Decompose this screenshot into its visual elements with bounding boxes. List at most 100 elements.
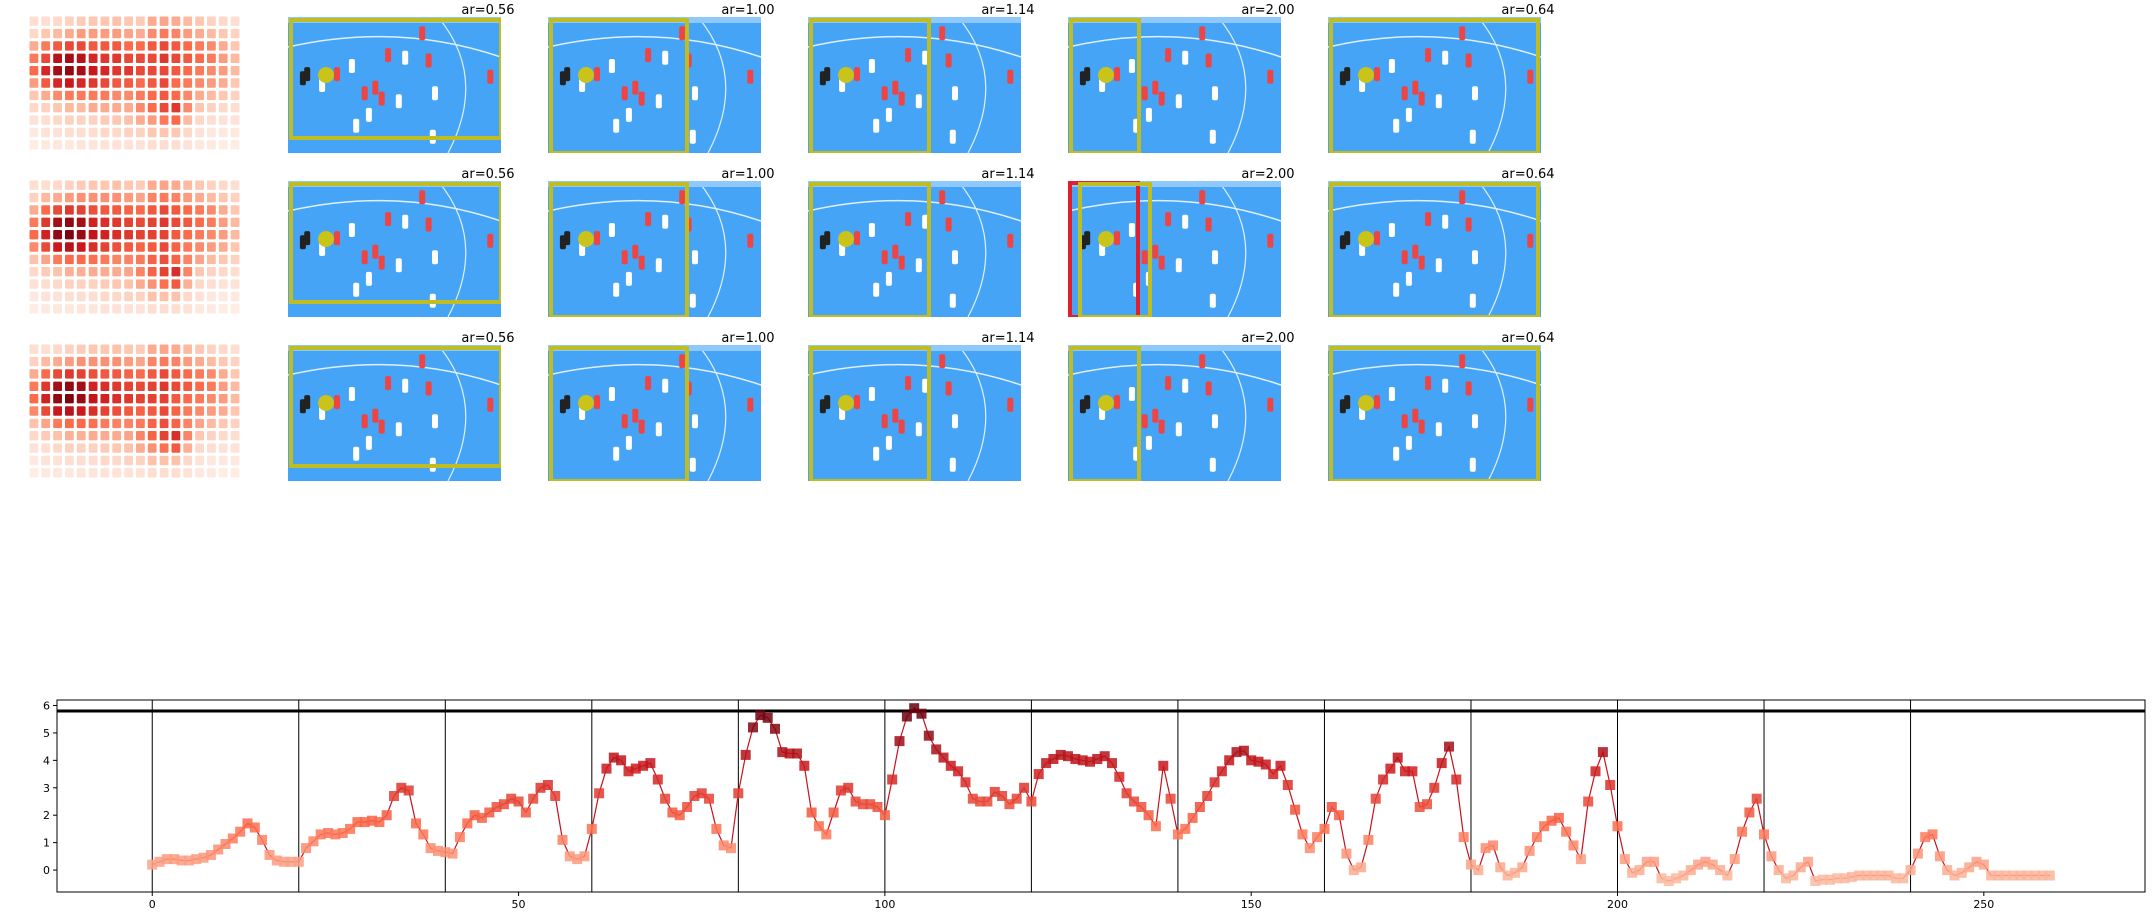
data-point: [1949, 870, 1960, 881]
player-figure: [334, 231, 340, 246]
heatmap-cell: [195, 381, 204, 391]
heatmap-cell: [100, 53, 110, 63]
heatmap-cell: [230, 205, 240, 215]
heatmap-cell: [65, 78, 74, 88]
data-point: [931, 744, 942, 755]
heatmap-cell: [53, 90, 62, 101]
heatmap-cell: [171, 217, 181, 227]
heatmap-cell: [29, 127, 39, 138]
heatmap-cell: [171, 455, 181, 466]
heatmap-cell: [88, 381, 98, 391]
heatmap-cell: [171, 115, 181, 125]
heatmap-cell: [53, 140, 62, 150]
panel-title: ar=1.14: [981, 167, 1035, 182]
player-figure: [1128, 223, 1135, 237]
heatmap-cell: [147, 418, 157, 429]
data-point: [557, 834, 568, 845]
player-figure: [1418, 91, 1425, 106]
player-figure: [662, 50, 669, 65]
player-figure: [425, 381, 432, 396]
heatmap-cell: [112, 78, 122, 88]
player-figure: [1084, 67, 1091, 82]
heatmap-cell: [41, 140, 51, 150]
heatmap-cell: [53, 115, 62, 125]
heatmap-cell: [183, 394, 193, 404]
crop-box: [289, 346, 501, 468]
heatmap-cell: [41, 254, 51, 265]
player-figure: [892, 80, 899, 95]
player-figure: [621, 250, 628, 265]
heatmap-cell: [124, 369, 133, 379]
data-point: [1546, 815, 1557, 826]
data-point: [1964, 862, 1975, 873]
heatmap-cell: [65, 127, 74, 138]
heatmap-cell: [29, 279, 39, 289]
heatmap-cell: [88, 254, 98, 265]
panel-title: ar=2.00: [1241, 3, 1295, 18]
heatmap-cell: [41, 127, 51, 138]
focus-marker: [1098, 231, 1114, 247]
player-figure: [939, 190, 946, 205]
player-figure: [625, 107, 632, 122]
data-point: [1282, 780, 1293, 790]
heatmap-cell: [195, 443, 204, 453]
data-point: [1466, 859, 1476, 870]
heatmap-cell: [65, 16, 74, 26]
heatmap-cell: [207, 369, 216, 379]
heatmap-cell: [195, 127, 204, 138]
heatmap-cell: [88, 66, 98, 76]
data-point: [586, 823, 597, 834]
heatmap-cell: [183, 369, 193, 379]
heatmap-cell: [88, 192, 98, 203]
data-point: [1290, 804, 1301, 815]
player-figure: [1152, 80, 1159, 95]
player-figure: [1165, 212, 1172, 227]
heatmap-cell: [100, 230, 110, 240]
data-point: [1854, 870, 1865, 881]
heatmap-cell: [76, 127, 86, 138]
data-point: [1011, 793, 1022, 804]
heatmap-cell: [112, 468, 122, 478]
data-point: [1663, 876, 1674, 886]
heatmap-cell: [136, 279, 145, 289]
heatmap-cell: [124, 356, 133, 367]
heatmap-cell: [159, 78, 169, 88]
heatmap-cell: [88, 443, 98, 453]
heatmap-cell: [124, 242, 133, 252]
player-figure: [372, 244, 379, 259]
data-point: [1231, 747, 1242, 758]
x-tick-label: 250: [1973, 898, 1994, 911]
heatmap-cell: [183, 41, 193, 51]
heatmap-cell: [41, 279, 51, 289]
heatmap-cell: [41, 304, 51, 314]
heatmap-cell: [65, 291, 74, 302]
crop-box: [1329, 346, 1540, 481]
player-figure: [625, 435, 632, 450]
data-point: [213, 844, 224, 855]
player-figure: [655, 258, 662, 273]
data-point: [1583, 796, 1594, 807]
heatmap-cell: [53, 192, 62, 203]
plot-frame: [56, 699, 2146, 893]
player-figure: [949, 129, 956, 144]
player-figure: [304, 395, 311, 410]
data-point: [1253, 756, 1264, 767]
focus-marker: [838, 231, 854, 247]
data-point: [696, 788, 707, 799]
heatmap-cell: [171, 127, 181, 138]
heatmap-cell: [76, 115, 86, 125]
score-line-chart: 0 50 100 150 200 250 0 1 2 3 4 5 6: [43, 699, 2146, 911]
heatmap-cell: [218, 41, 228, 51]
heatmap-cell: [100, 41, 110, 51]
player-figure: [868, 59, 875, 73]
heatmap-cell: [183, 180, 193, 190]
heatmap-cell: [29, 78, 39, 88]
heatmap-cell: [218, 394, 228, 404]
data-point: [704, 793, 714, 804]
player-figure: [905, 212, 912, 227]
data-point: [425, 843, 436, 854]
heatmap-cell: [230, 443, 240, 453]
heatmap-cell: [65, 344, 74, 354]
heatmap-cell: [100, 78, 110, 88]
heatmap-cell: [76, 304, 86, 314]
